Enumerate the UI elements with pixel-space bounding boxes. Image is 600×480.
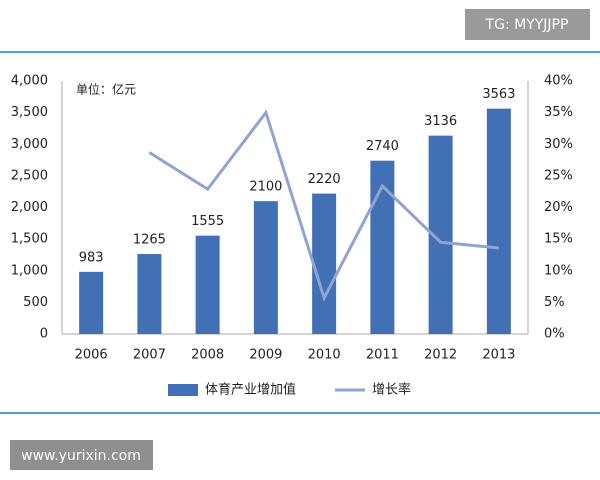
bar (370, 160, 395, 334)
y2-tick-label: 5% (544, 295, 565, 310)
y2-tick-label: 30% (544, 137, 573, 152)
y2-tick-label: 25% (544, 168, 573, 183)
y2-tick-label: 20% (544, 200, 573, 215)
y-tick-label: 4,000 (11, 74, 48, 89)
data-label: 2740 (366, 139, 399, 154)
y2-tick-label: 0% (544, 327, 565, 342)
bar (312, 193, 337, 334)
data-label: 2220 (308, 172, 341, 187)
y2-tick-label: 35% (544, 105, 573, 120)
line (148, 109, 500, 302)
watermark: www.yurixin.com (21, 448, 141, 464)
y2-tick-label: 15% (544, 232, 573, 247)
y-tick-label: 0 (40, 327, 48, 342)
bar (195, 235, 220, 334)
data-label: 1555 (191, 214, 224, 229)
x-tick-label: 2009 (249, 348, 282, 363)
y-tick-label: 3,500 (11, 105, 48, 120)
x-tick-label: 2008 (191, 348, 224, 363)
y-tick-label: 1,500 (11, 232, 48, 247)
bar (137, 253, 162, 334)
x-tick-label: 2006 (75, 348, 108, 363)
data-label: 3563 (482, 87, 515, 102)
data-label: 1265 (133, 232, 166, 247)
y-tick-label: 500 (23, 295, 48, 310)
watermark: TG: MYYJJPP (485, 17, 569, 33)
legend-label: 体育产业增加值 (205, 382, 296, 398)
x-tick-label: 2013 (482, 348, 515, 363)
x-tick-label: 2011 (366, 348, 399, 363)
unit-annotation: 单位：亿元 (76, 82, 136, 97)
y-tick-label: 3,000 (11, 137, 48, 152)
watermark-box (10, 440, 153, 470)
data-label: 2100 (249, 180, 282, 195)
bar (79, 271, 104, 334)
legend-swatch (168, 384, 198, 396)
y-tick-label: 2,000 (11, 200, 48, 215)
y-tick-label: 2,500 (11, 168, 48, 183)
x-tick-label: 2010 (308, 348, 341, 363)
watermark-box (465, 9, 590, 40)
bar (486, 108, 511, 334)
bar (253, 201, 278, 334)
y2-tick-label: 10% (544, 263, 573, 278)
data-label: 3136 (424, 114, 457, 129)
x-tick-label: 2012 (424, 348, 457, 363)
y2-tick-label: 40% (544, 74, 573, 89)
legend-label: 增长率 (372, 382, 411, 398)
x-tick-label: 2007 (133, 348, 166, 363)
data-label: 983 (79, 250, 104, 265)
y-tick-label: 1,000 (11, 263, 48, 278)
